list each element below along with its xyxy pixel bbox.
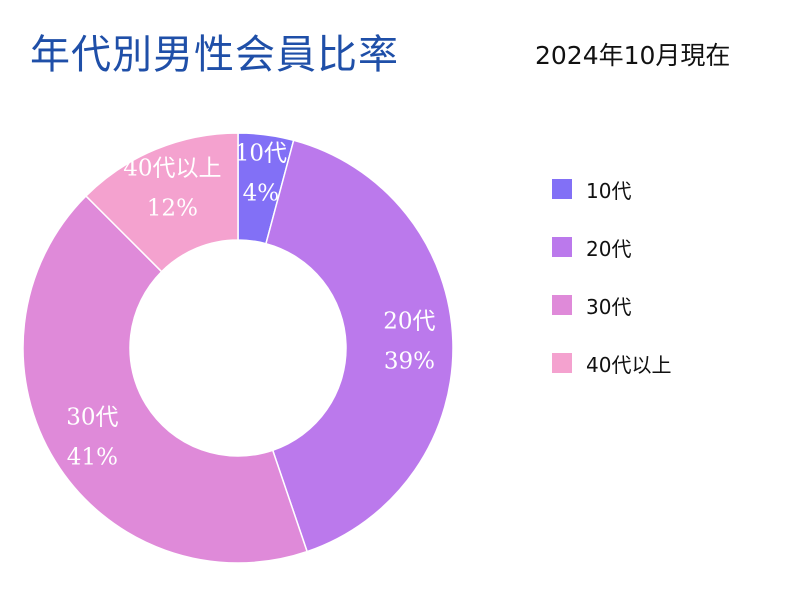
slice-category-label: 30代 xyxy=(66,405,118,431)
donut-slice-20s xyxy=(265,139,454,553)
legend-item: 40代以上 xyxy=(552,334,671,392)
legend-item: 30代 xyxy=(552,276,671,334)
legend-label: 40代以上 xyxy=(586,352,672,377)
chart-subtitle: 2024年10月現在 xyxy=(535,41,731,70)
slice-percent-label: 41% xyxy=(67,445,118,471)
legend-item: 10代 xyxy=(552,160,671,218)
legend-swatch xyxy=(552,353,572,373)
chart-legend: 10代 20代 30代 40代以上 xyxy=(552,160,671,392)
slice-category-label: 20代 xyxy=(383,308,435,334)
slice-category-label: 40代以上 xyxy=(123,156,221,182)
donut-chart: 10代 4% 20代 39% 30代 41% 40代以上 12% xyxy=(22,132,454,564)
legend-swatch xyxy=(552,295,572,315)
slice-percent-label: 39% xyxy=(384,348,435,374)
slice-percent-label: 12% xyxy=(147,196,198,222)
donut-slice-30s xyxy=(22,194,309,564)
legend-label: 10代 xyxy=(586,178,632,203)
legend-label: 20代 xyxy=(586,236,632,261)
legend-item: 20代 xyxy=(552,218,671,276)
slice-category-label: 10代 xyxy=(235,140,287,166)
slice-percent-label: 4% xyxy=(243,180,280,206)
chart-title: 年代別男性会員比率 xyxy=(30,32,399,78)
legend-label: 30代 xyxy=(586,294,632,319)
legend-swatch xyxy=(552,179,572,199)
donut-slice-40s-plus xyxy=(84,132,239,273)
legend-swatch xyxy=(552,237,572,257)
